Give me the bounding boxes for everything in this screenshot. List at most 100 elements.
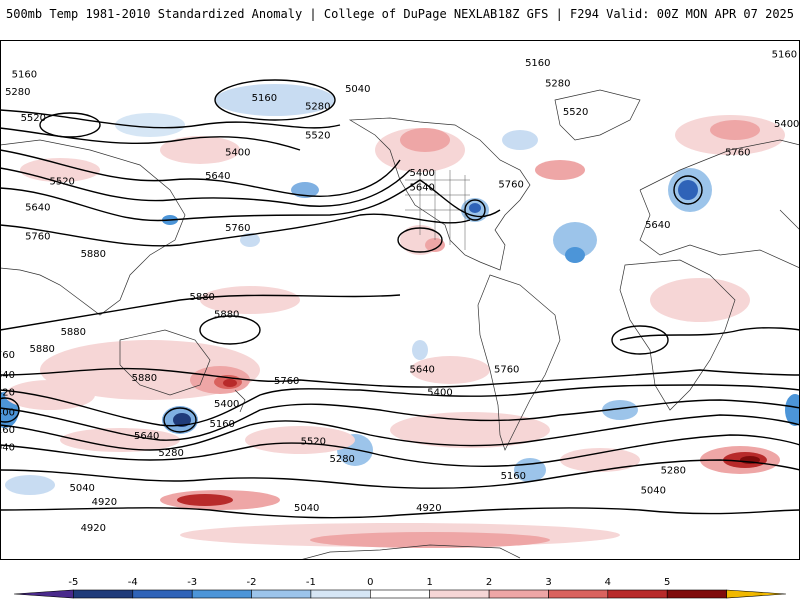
colorbar-tick-label: 1 [427,577,433,588]
colorbar-cell [429,589,490,599]
contour-closed-high [199,315,261,345]
anomaly-warm-region [425,238,445,252]
contour-label: 5760 [274,376,299,387]
anomaly-warm-region [310,532,550,548]
contour-5640-north [0,179,501,222]
contour-closed-high [214,79,336,121]
contour-label: 4920 [92,497,117,508]
map-title: 500mb Temp 1981-2010 Standardized Anomal… [6,7,498,21]
anomaly-warm-region [5,380,95,410]
contour-5280-south [0,434,800,468]
contour-5760-south [0,367,800,388]
colorbar-cell [488,589,549,599]
contour-label: 5520 [49,177,74,188]
contour-5880-right [619,327,800,341]
anomaly-cold-region [602,400,638,420]
contour-label: 5760 [725,148,750,159]
anomaly-warm-region [400,128,450,152]
us-state-borders [405,170,470,250]
model-run-info: 18Z GFS | F294 Valid: 00Z MON APR 07 202… [497,7,794,21]
contour-label: 4920 [81,523,106,534]
contour-label: 5640 [134,431,159,442]
anomaly-cold-region [514,458,546,482]
coastlines [0,89,800,560]
contour-label: 5280 [158,448,183,459]
contour-label: 5880 [189,292,214,303]
contour-5520-south [0,399,800,441]
contour-label: 5280 [305,101,330,112]
colorbar-tick-label: -3 [187,577,197,588]
contour-5160-north [0,109,341,129]
colorbar-cell [726,589,787,599]
contour-label: 4920 [14,558,39,560]
contour-label: 5520 [21,113,46,124]
contour-label: 5280 [5,87,30,98]
contour-label: 5880 [81,249,106,260]
colorbar-cell [666,589,727,599]
contour-4920-south [0,507,800,519]
colorbar-tick-label: -5 [68,577,78,588]
contour-5640-south [0,384,800,427]
contour-label: 5040 [641,486,666,497]
contour-label: 5160 [209,419,234,430]
anomaly-warm-region [245,426,355,454]
contour-label: 5640 [205,171,230,182]
contour-label: 5040 [345,84,370,95]
anomaly-cold-region [565,247,585,263]
contour-5280-north [0,127,301,151]
colorbar-cell [369,589,430,599]
contour-closed-high [397,227,443,253]
contour-5760-north [0,213,471,247]
anomaly-warm-region [223,379,237,387]
state-border-grid [405,170,470,250]
colorbar-ticks: -5 -4 -3 -2 -1 0 1 2 3 4 5 [68,577,670,588]
contour-label: 5520 [0,387,15,398]
colorbar-cells [13,589,787,599]
colorbar-tick-label: 0 [367,577,373,588]
contour-label: 5160 [525,58,550,69]
colorbar-cell [191,589,252,599]
colorbar-tick-label: 2 [486,577,492,588]
antarctica-coast [299,544,521,560]
height-contours [0,79,800,519]
anomaly-map: 5160 5040 5280 5520 5400 5640 5760 5400 5640 5760… [0,40,800,560]
contour-closed-high [611,325,669,355]
anomaly-warm-region [200,286,300,314]
anomaly-cold-region [469,203,481,213]
colorbar-tick-label: -4 [128,577,138,588]
colorbar-cell [13,589,74,599]
contour-closed-high [39,112,101,138]
anomaly-cold-region [678,180,698,200]
header: 500mb Temp 1981-2010 Standardized Anomal… [0,0,800,40]
contour-label: 5280 [661,465,686,476]
contour-label: 5400 [409,168,434,179]
greenland-coast [554,89,641,141]
contour-label: 5880 [214,309,239,320]
contour-label: 5280 [545,78,570,89]
map-panel: 5160 5040 5280 5520 5400 5640 5760 5400 5640 5760… [0,40,800,560]
anomaly-cold-region [5,475,55,495]
contour-closed-low [0,397,20,423]
south-america-coast [477,274,561,451]
anomaly-cold-region [173,413,191,427]
contour-5400-south [0,414,800,451]
contour-label: 5520 [305,130,330,141]
anomaly-cold-region [115,113,185,137]
contour-label: 5880 [61,327,86,338]
contour-labels: 5160 5040 5280 5520 5400 5640 5760 5400 5640 5760… [0,49,799,560]
australia-coast [119,329,211,396]
colorbar-tick-label: -2 [247,577,257,588]
contour-label: 5520 [301,437,326,448]
anomaly-cold-region [553,222,597,258]
contour-label: 5760 [225,223,250,234]
contour-label: 5880 [132,373,157,384]
contour-label: 5640 [0,370,15,381]
contour-5880-north [0,294,401,331]
eurasia-coast [0,139,800,316]
contour-closed-low [163,407,197,433]
contour-label: 5160 [252,93,277,104]
contour-label: 5040 [294,503,319,514]
contour-label: 5400 [214,399,239,410]
colorbar-cell [310,589,371,599]
colorbar-tick-label: 4 [605,577,611,588]
